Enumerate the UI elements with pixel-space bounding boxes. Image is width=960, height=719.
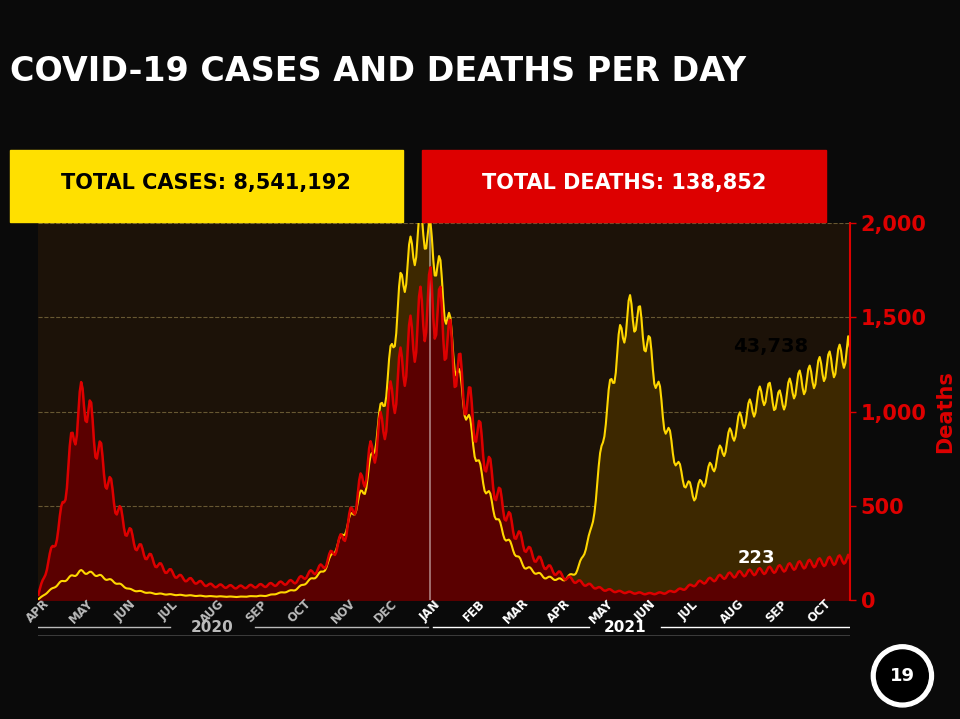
Text: COVID-19 CASES AND DEATHS PER DAY: COVID-19 CASES AND DEATHS PER DAY — [10, 55, 746, 88]
Text: 43,738: 43,738 — [732, 337, 808, 356]
Text: 2020: 2020 — [191, 620, 233, 635]
Text: AUG: AUG — [718, 597, 747, 626]
Text: DEC: DEC — [372, 597, 400, 625]
FancyBboxPatch shape — [422, 150, 826, 222]
Text: OCT: OCT — [285, 597, 313, 626]
Text: SEP: SEP — [763, 597, 790, 625]
Text: APR: APR — [544, 597, 573, 626]
Text: TOTAL DEATHS: 138,852: TOTAL DEATHS: 138,852 — [482, 173, 766, 193]
Text: AUG: AUG — [198, 597, 227, 626]
FancyBboxPatch shape — [10, 150, 403, 222]
Text: MAR: MAR — [501, 596, 531, 626]
Text: MAY: MAY — [66, 597, 96, 626]
Text: 2021: 2021 — [604, 620, 646, 635]
Text: JUN: JUN — [633, 598, 659, 624]
Y-axis label: Deaths: Deaths — [935, 370, 955, 453]
Text: MAY: MAY — [587, 597, 616, 626]
Text: NOV: NOV — [328, 596, 358, 626]
Text: 223: 223 — [737, 549, 775, 567]
Text: TOTAL CASES: 8,541,192: TOTAL CASES: 8,541,192 — [61, 173, 351, 193]
Text: JUL: JUL — [676, 599, 701, 623]
Text: APR: APR — [24, 597, 53, 626]
Circle shape — [872, 645, 933, 707]
Text: JAN: JAN — [418, 598, 444, 624]
Text: OCT: OCT — [805, 597, 833, 626]
Text: JUN: JUN — [112, 598, 138, 624]
Circle shape — [876, 650, 928, 702]
Text: 19: 19 — [890, 667, 915, 685]
Text: SEP: SEP — [243, 597, 270, 625]
Text: FEB: FEB — [461, 597, 488, 625]
Text: JUL: JUL — [156, 599, 180, 623]
